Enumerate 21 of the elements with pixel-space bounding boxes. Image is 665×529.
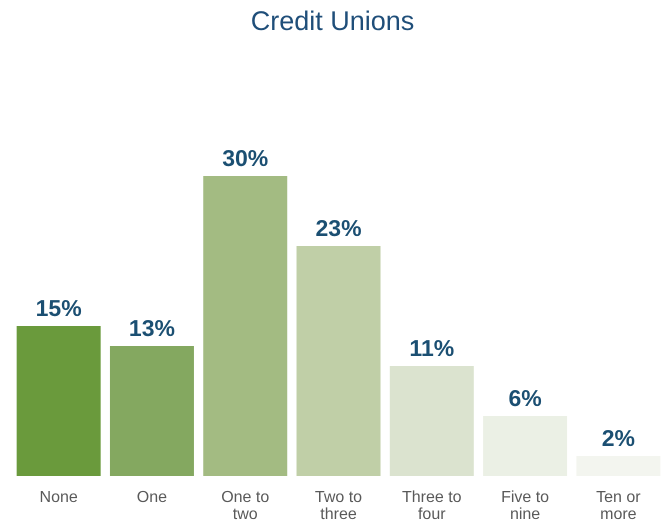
data-label: 23% (316, 215, 362, 241)
x-tick-label: One to two (221, 489, 270, 523)
data-label: 6% (508, 385, 542, 411)
bar (296, 246, 381, 476)
bar (390, 366, 474, 476)
data-label: 13% (128, 315, 175, 341)
x-tick-label: Three to four (402, 489, 462, 523)
bar (203, 176, 288, 476)
x-tick-label: None (40, 489, 78, 506)
bar (483, 416, 568, 476)
data-label: 2% (602, 425, 636, 451)
data-label: 15% (36, 295, 82, 321)
bar (110, 346, 194, 476)
data-label: 30% (222, 145, 268, 171)
x-tick-label: Ten or more (596, 489, 642, 523)
x-tick-label: One (136, 489, 168, 506)
bar (16, 326, 101, 476)
x-tick-label: Five to nine (501, 489, 550, 523)
x-tick-label: Two to three (314, 489, 362, 523)
chart-title: Credit Unions (250, 6, 416, 37)
data-label: 11% (409, 335, 454, 361)
